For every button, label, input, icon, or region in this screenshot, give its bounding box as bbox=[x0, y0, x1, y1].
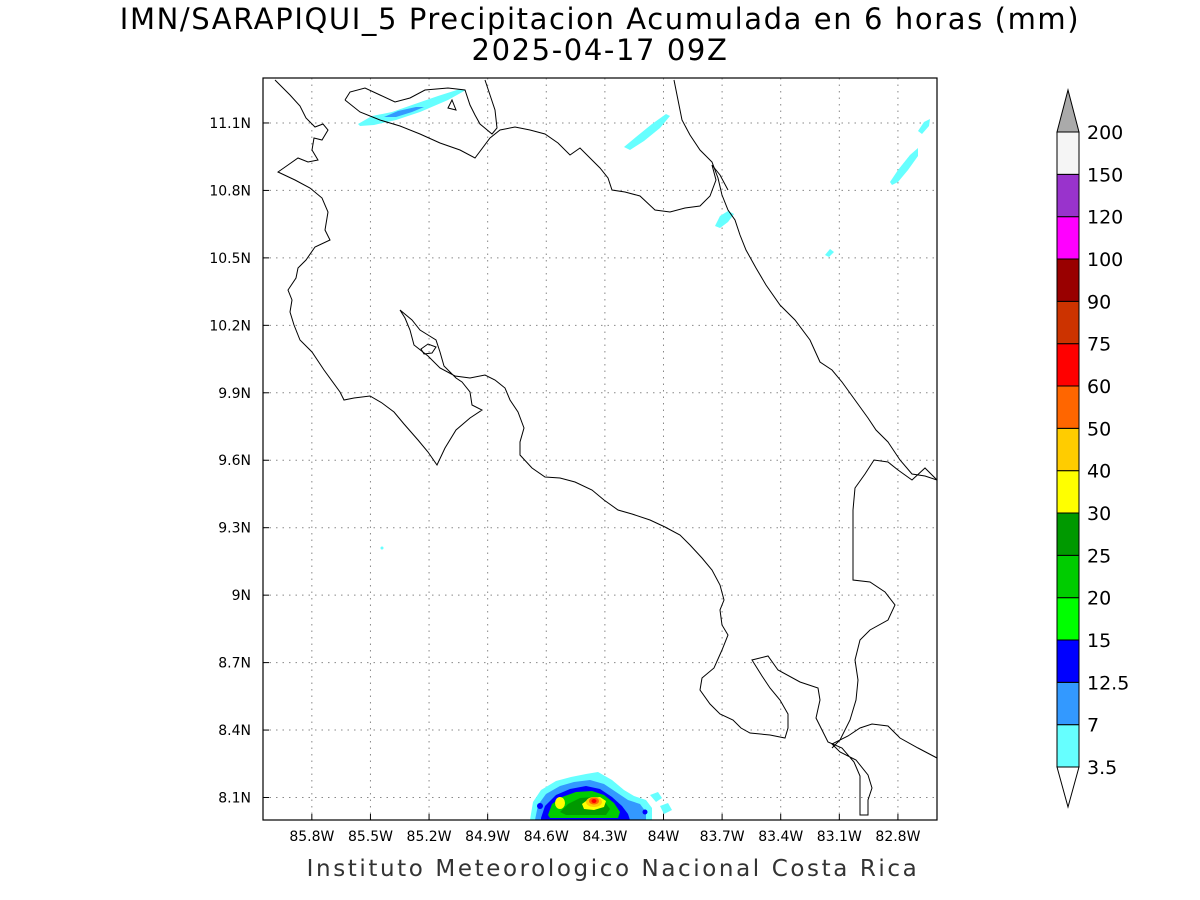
lake-island bbox=[447, 98, 457, 111]
colorbar-label: 40 bbox=[1087, 461, 1111, 483]
panama-border bbox=[831, 459, 937, 749]
colorbar-swatch bbox=[1056, 681, 1080, 726]
colorbar-swatch bbox=[1056, 724, 1080, 768]
lat-axis-labels: 11.1N 10.8N 10.5N 10.2N 9.9N 9.6N 9.3N 9N 8.7N 8.… bbox=[209, 116, 251, 807]
colorbar-label: 30 bbox=[1087, 503, 1111, 525]
colorbar-label: 120 bbox=[1087, 207, 1123, 229]
precip-area-ne2 bbox=[918, 119, 930, 134]
lon-tick-label: 84.9W bbox=[465, 829, 510, 845]
colorbar-swatch bbox=[1056, 470, 1080, 514]
nicaragua-border bbox=[344, 99, 729, 213]
colorbar-label: 90 bbox=[1087, 291, 1111, 313]
colorbar-label: 100 bbox=[1087, 249, 1123, 271]
colorbar-swatch bbox=[1056, 216, 1080, 260]
colorbar-label: 75 bbox=[1087, 334, 1111, 356]
lon-tick-label: 83.1W bbox=[817, 829, 862, 845]
precip-area-nw bbox=[358, 89, 466, 126]
colorbar-label: 7 bbox=[1087, 715, 1099, 737]
colorbar-label: 50 bbox=[1087, 418, 1111, 440]
lat-tick-label: 9.3N bbox=[218, 521, 251, 537]
lat-tick-label: 10.8N bbox=[209, 183, 251, 199]
colorbar-swatch bbox=[1056, 554, 1080, 599]
colorbar-swatch bbox=[1056, 173, 1080, 218]
lon-tick-label: 84.3W bbox=[582, 829, 627, 845]
colorbar-label: 3.5 bbox=[1087, 757, 1117, 779]
precip-area-south-60 bbox=[591, 799, 597, 803]
colorbar-swatch bbox=[1056, 639, 1080, 683]
colorbar-swatch bbox=[1056, 343, 1080, 387]
colorbar-label: 25 bbox=[1087, 545, 1111, 567]
colorbar-label: 60 bbox=[1087, 376, 1111, 398]
lat-tick-label: 8.4N bbox=[218, 723, 251, 739]
lat-tick-label: 9N bbox=[232, 588, 251, 604]
colorbar-label: 20 bbox=[1087, 588, 1111, 610]
lon-tick-label: 85.5W bbox=[348, 829, 393, 845]
colorbar-swatch bbox=[1056, 385, 1080, 429]
lat-tick-label: 8.1N bbox=[218, 791, 251, 807]
lat-tick-label: 9.9N bbox=[218, 386, 251, 402]
lon-tick-label: 85.8W bbox=[289, 829, 334, 845]
colorbar: 3.5 7 12.5 15 20 25 30 40 50 60 75 90 100 120 150 200 bbox=[1056, 88, 1129, 809]
lat-tick-label: 10.5N bbox=[209, 251, 251, 267]
precip-area-south-blue2 bbox=[642, 809, 648, 815]
colorbar-high-arrow bbox=[1056, 88, 1080, 133]
precip-area-south-west-core bbox=[555, 797, 565, 809]
lat-tick-label: 10.2N bbox=[209, 318, 251, 334]
precip-area-ne1 bbox=[890, 148, 918, 185]
map-subtitle: 2025-04-17 09Z bbox=[471, 33, 729, 67]
lon-tick-label: 82.8W bbox=[875, 829, 920, 845]
lake-shore bbox=[344, 79, 498, 135]
colorbar-label: 200 bbox=[1087, 122, 1123, 144]
lat-tick-label: 11.1N bbox=[209, 116, 251, 132]
precip-area-south-east bbox=[650, 792, 672, 814]
colorbar-swatch bbox=[1056, 300, 1080, 345]
lat-tick-label: 9.6N bbox=[218, 453, 251, 469]
lon-axis-labels: 85.8W 85.5W 85.2W 84.9W 84.6W 84.3W 84W 83.7W 83… bbox=[289, 829, 920, 845]
colorbar-swatch bbox=[1056, 258, 1080, 302]
colorbar-swatch bbox=[1056, 512, 1080, 556]
precip-area-e2 bbox=[825, 249, 834, 257]
caribbean-coastline bbox=[673, 79, 937, 481]
pacific-coastline bbox=[274, 79, 937, 816]
precipitation-areas bbox=[358, 89, 930, 820]
lon-tick-label: 85.2W bbox=[407, 829, 452, 845]
precip-area-nw-core bbox=[384, 107, 424, 117]
precip-area-n bbox=[624, 114, 670, 150]
precip-area-south-blue bbox=[537, 803, 543, 809]
lon-tick-label: 84W bbox=[648, 829, 680, 845]
grid-lines bbox=[263, 78, 937, 820]
precip-area-dot bbox=[380, 546, 384, 550]
colorbar-swatch bbox=[1056, 427, 1080, 472]
lon-tick-label: 83.7W bbox=[700, 829, 745, 845]
lon-tick-label: 83.4W bbox=[758, 829, 803, 845]
colorbar-swatch bbox=[1056, 131, 1080, 175]
map-title: IMN/SARAPIQUI_5 Precipitacion Acumulada … bbox=[119, 2, 1081, 36]
colorbar-label: 150 bbox=[1087, 164, 1123, 186]
island bbox=[420, 343, 437, 355]
colorbar-swatch bbox=[1056, 597, 1080, 641]
footer-credit: Instituto Meteorologico Nacional Costa R… bbox=[306, 856, 920, 882]
lon-tick-label: 84.6W bbox=[524, 829, 569, 845]
colorbar-low-arrow bbox=[1056, 766, 1080, 809]
coastlines bbox=[274, 79, 937, 816]
plot-frame bbox=[262, 77, 938, 821]
colorbar-label: 15 bbox=[1087, 630, 1111, 652]
precip-area-e1 bbox=[715, 211, 734, 228]
lat-tick-label: 8.7N bbox=[218, 656, 251, 672]
colorbar-label: 12.5 bbox=[1087, 672, 1129, 694]
